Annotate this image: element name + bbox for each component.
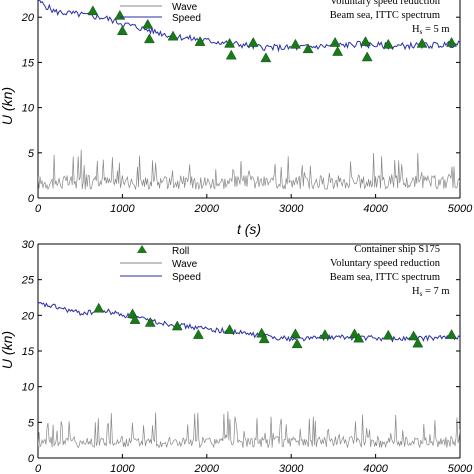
- chart-panel-bottom: 0 5 10 15 20 25 30 0 1000 2000 3000 4000 5000 U (kn) R…: [0, 239, 473, 474]
- roll-marker: [361, 51, 373, 62]
- roll-marker: [329, 36, 341, 47]
- x-tick-label: 3000: [279, 463, 304, 474]
- roll-marker: [258, 333, 270, 344]
- x-tick-label: 3000: [279, 203, 304, 215]
- roll-marker: [408, 330, 420, 341]
- roll-marker: [332, 46, 344, 56]
- roll-marker: [247, 36, 259, 47]
- roll-marker: [192, 329, 204, 339]
- roll-marker: [349, 328, 360, 339]
- y-tick-label: 10: [22, 103, 35, 115]
- legend-label: Speed: [172, 13, 201, 24]
- y-tick-label: 15: [22, 346, 35, 358]
- roll-marker: [129, 314, 141, 324]
- roll-marker: [87, 5, 99, 16]
- wave-series-line: [38, 149, 460, 191]
- roll-marker: [416, 37, 428, 48]
- legend-label: Wave: [172, 259, 198, 270]
- x-tick-label: 0: [35, 463, 42, 474]
- roll-marker: [225, 49, 237, 60]
- annotation-text: Voluntary speed reduction: [330, 258, 441, 269]
- x-tick-label: 5000: [448, 463, 473, 474]
- y-tick-label: 20: [21, 12, 35, 24]
- annotation-text: Hs = 7 m: [412, 286, 450, 298]
- roll-marker: [116, 25, 128, 36]
- roll-marker: [142, 18, 154, 29]
- roll-marker: [412, 337, 424, 348]
- roll-marker: [319, 329, 331, 339]
- legend-label: Roll: [172, 246, 189, 257]
- legend-label: Speed: [172, 272, 201, 283]
- roll-marker: [114, 9, 126, 20]
- roll-marker: [291, 338, 303, 349]
- annotation-text: Voluntary speed reduction: [330, 0, 441, 7]
- roll-marker: [144, 316, 156, 327]
- x-tick-label: 4000: [363, 203, 388, 215]
- y-axis-label: U (kn): [0, 331, 15, 369]
- roll-marker: [260, 52, 272, 63]
- y-axis-label: U (kn): [0, 87, 15, 125]
- roll-marker: [289, 38, 301, 49]
- wave-series-line: [38, 411, 460, 449]
- x-tick-label: 2000: [194, 203, 220, 215]
- legend-roll-marker: [137, 245, 147, 253]
- roll-marker: [353, 332, 365, 343]
- x-tick-label: 4000: [363, 463, 388, 474]
- y-tick-label: 30: [22, 239, 35, 251]
- plot-area: [38, 0, 460, 191]
- roll-marker: [446, 329, 457, 339]
- speed-series-line: [38, 0, 460, 53]
- y-tick-label: 25: [21, 275, 35, 287]
- y-tick-label: 0: [28, 193, 35, 205]
- y-tick-label: 10: [22, 382, 35, 394]
- annotation-text: Beam sea, ITTC spectrum: [330, 272, 440, 283]
- roll-marker: [224, 324, 236, 334]
- annotation-text: Hs = 5 m: [412, 24, 450, 36]
- roll-marker: [382, 38, 394, 49]
- x-tick-label: 2000: [194, 463, 220, 474]
- roll-marker: [224, 37, 236, 48]
- roll-marker: [289, 328, 301, 339]
- roll-marker: [93, 302, 105, 313]
- x-axis-label: t (s): [237, 221, 261, 237]
- y-tick-label: 20: [21, 310, 35, 322]
- plot-area: [38, 301, 460, 449]
- chart-panel-top: 0 5 10 15 20 0 1000 2000 3000 4000 5000 U (kn) t (s)…: [0, 0, 473, 237]
- roll-marker: [143, 33, 155, 44]
- y-tick-label: 0: [28, 453, 35, 465]
- legend-label: Wave: [172, 2, 198, 13]
- y-tick-label: 5: [28, 148, 35, 160]
- x-tick-label: 0: [35, 203, 42, 215]
- y-tick-label: 5: [28, 417, 35, 429]
- roll-marker: [194, 36, 206, 46]
- roll-marker: [167, 30, 179, 41]
- roll-marker: [171, 320, 183, 331]
- roll-marker: [302, 43, 314, 54]
- y-tick-label: 15: [22, 57, 35, 69]
- annotation-text: Beam sea, ITTC spectrum: [330, 10, 440, 21]
- x-tick-label: 5000: [448, 203, 473, 215]
- roll-marker: [360, 36, 371, 46]
- roll-marker: [382, 329, 394, 340]
- roll-marker: [446, 36, 457, 47]
- annotation-text: Container ship S175: [354, 244, 440, 255]
- x-tick-label: 1000: [110, 463, 135, 474]
- x-tick-label: 1000: [110, 203, 135, 215]
